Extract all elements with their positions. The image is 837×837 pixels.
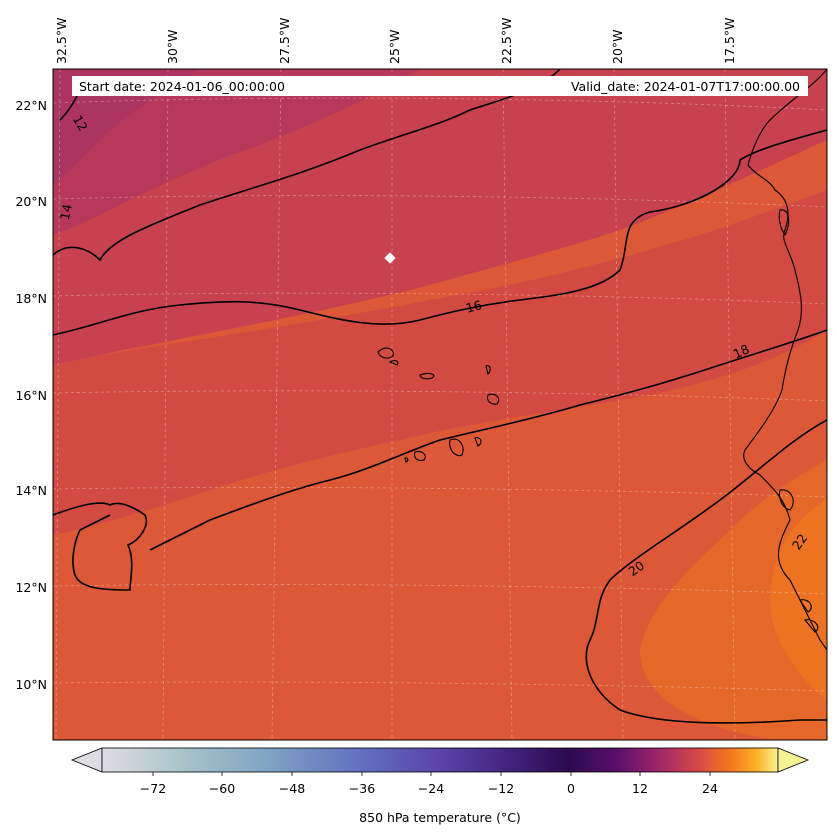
lon-label-32-5w: 32.5°W bbox=[54, 18, 69, 64]
colorbar-tick-m24: −24 bbox=[418, 781, 444, 796]
date-header-box bbox=[72, 76, 808, 96]
lat-label-14n: 14°N bbox=[15, 483, 47, 498]
colorbar-body bbox=[101, 747, 779, 773]
lon-label-25w: 25°W bbox=[387, 29, 402, 64]
colorbar-tick-24: 24 bbox=[702, 781, 718, 796]
coastlines bbox=[377, 69, 827, 651]
isotherm-contours bbox=[53, 69, 827, 724]
colorbar-extend-min bbox=[70, 747, 103, 773]
contour-label-18: 18 bbox=[731, 341, 752, 361]
lon-label-30w: 30°W bbox=[165, 29, 180, 64]
graticule bbox=[53, 69, 827, 740]
contour-label-12: 12 bbox=[70, 113, 91, 134]
latitude-labels: 22°N 20°N 18°N 16°N 14°N 12°N 10°N bbox=[15, 98, 47, 692]
start-date-label: Start date: 2024-01-06_00:00:00 bbox=[79, 79, 285, 94]
colorbar-tick-m60: −60 bbox=[209, 781, 235, 796]
colorbar-ticks bbox=[152, 772, 711, 776]
colorbar-tick-m48: −48 bbox=[279, 781, 305, 796]
temperature-field bbox=[53, 69, 827, 740]
map-frame bbox=[52, 68, 828, 741]
lon-label-27-5w: 27.5°W bbox=[277, 18, 292, 64]
valid-date-label: Valid_date: 2024-01-07T17:00:00.00 bbox=[571, 79, 800, 94]
colorbar: −72 −60 −48 −36 −24 −12 0 12 24 850 hPa … bbox=[70, 747, 810, 825]
longitude-labels: 32.5°W 30°W 27.5°W 25°W 22.5°W 20°W 17.5… bbox=[54, 18, 737, 64]
contour-label-14: 14 bbox=[57, 203, 75, 222]
contour-labels: 12 14 16 18 20 22 bbox=[57, 113, 810, 580]
lon-label-20w: 20°W bbox=[610, 29, 625, 64]
colorbar-tick-m36: −36 bbox=[349, 781, 375, 796]
contour-label-16: 16 bbox=[464, 297, 483, 316]
colorbar-tick-m12: −12 bbox=[488, 781, 514, 796]
colorbar-label: 850 hPa temperature (°C) bbox=[359, 810, 521, 825]
lat-label-12n: 12°N bbox=[15, 580, 47, 595]
contour-label-20: 20 bbox=[625, 558, 647, 579]
lat-label-22n: 22°N bbox=[15, 98, 47, 113]
lon-label-22-5w: 22.5°W bbox=[499, 18, 514, 64]
contour-label-22: 22 bbox=[789, 531, 810, 553]
lon-label-17-5w: 17.5°W bbox=[722, 18, 737, 64]
lat-label-18n: 18°N bbox=[15, 291, 47, 306]
colorbar-tick-m72: −72 bbox=[140, 781, 166, 796]
location-marker bbox=[384, 252, 396, 264]
colorbar-tick-0: 0 bbox=[567, 781, 575, 796]
colorbar-tick-12: 12 bbox=[632, 781, 648, 796]
lat-label-10n: 10°N bbox=[15, 677, 47, 692]
lat-label-20n: 20°N bbox=[15, 194, 47, 209]
colorbar-extend-max bbox=[777, 747, 810, 773]
lat-label-16n: 16°N bbox=[15, 388, 47, 403]
